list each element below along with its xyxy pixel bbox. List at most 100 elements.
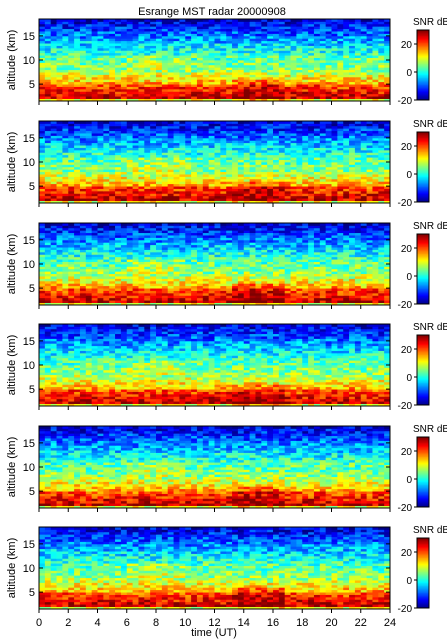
- heatmap-cell: [220, 26, 227, 30]
- heatmap-cell: [319, 84, 327, 87]
- heatmap-cell: [185, 88, 192, 92]
- heatmap-cell: [302, 60, 309, 63]
- heatmap-cell: [85, 93, 93, 97]
- heatmap-cell: [196, 292, 204, 296]
- colorbar-segment: [417, 175, 429, 178]
- heatmap-cell: [337, 193, 344, 197]
- heatmap-cell: [44, 96, 52, 99]
- colorbar-segment: [417, 147, 429, 150]
- heatmap-cell: [161, 38, 169, 42]
- heatmap-cell: [354, 169, 362, 173]
- heatmap-cell: [267, 171, 274, 175]
- heatmap-cell: [325, 174, 332, 177]
- heatmap-cell: [150, 28, 157, 32]
- heatmap-cell: [237, 152, 245, 156]
- heatmap-cell: [50, 64, 57, 68]
- heatmap-cell: [50, 21, 57, 25]
- heatmap-cell: [68, 57, 75, 61]
- heatmap-cell: [56, 178, 63, 182]
- heatmap-cell: [196, 72, 204, 75]
- heatmap-cell: [62, 31, 69, 34]
- heatmap-cell: [232, 67, 239, 71]
- heatmap-cell: [120, 188, 128, 192]
- heatmap-cell: [191, 190, 198, 194]
- heatmap-cell: [343, 297, 350, 301]
- heatmap-cell: [366, 21, 373, 25]
- heatmap-cell: [384, 290, 391, 294]
- heatmap-cell: [79, 149, 87, 153]
- heatmap-cell: [44, 193, 52, 197]
- heatmap-cell: [319, 198, 327, 201]
- heatmap-cell: [278, 26, 286, 30]
- heatmap-cell: [103, 280, 110, 284]
- colorbar-segment: [417, 51, 429, 53]
- heatmap-cell: [290, 183, 297, 187]
- heatmap-cell: [208, 133, 215, 136]
- heatmap-cell: [126, 276, 133, 279]
- heatmap-cell: [296, 76, 303, 80]
- heatmap-cell: [50, 140, 57, 144]
- heatmap-cell: [220, 186, 227, 189]
- heatmap-cell: [337, 302, 344, 306]
- heatmap-cell: [261, 69, 268, 73]
- heatmap-cell: [156, 98, 163, 102]
- heatmap-cell: [79, 297, 87, 301]
- heatmap-cell: [313, 26, 321, 30]
- heatmap-cell: [132, 67, 139, 71]
- heatmap-cell: [132, 72, 139, 75]
- heatmap-cell: [91, 169, 98, 173]
- heatmap-cell: [354, 130, 362, 134]
- heatmap-cell: [284, 45, 291, 49]
- heatmap-cell: [313, 43, 321, 46]
- heatmap-cell: [378, 181, 385, 185]
- heatmap-cell: [384, 149, 391, 153]
- heatmap-cell: [366, 86, 373, 90]
- heatmap-cell: [296, 40, 303, 44]
- colorbar-segment: [417, 172, 429, 175]
- heatmap-cell: [191, 43, 198, 46]
- heatmap-cell: [214, 186, 221, 189]
- heatmap-cell: [144, 166, 151, 170]
- heatmap-cell: [50, 157, 57, 160]
- heatmap-cell: [354, 145, 362, 148]
- heatmap-cell: [296, 169, 303, 173]
- colorbar-label: SNR dB: [413, 119, 447, 130]
- heatmap-cell: [331, 152, 338, 156]
- heatmap-cell: [290, 88, 297, 92]
- heatmap-cell: [354, 302, 362, 306]
- heatmap-cell: [103, 76, 110, 80]
- heatmap-cell: [267, 133, 274, 136]
- heatmap-cell: [196, 152, 204, 156]
- heatmap-cell: [74, 295, 81, 299]
- heatmap-cell: [91, 93, 98, 97]
- heatmap-cell: [349, 55, 356, 58]
- heatmap-cell: [44, 35, 52, 39]
- heatmap-cell: [278, 140, 286, 144]
- heatmap-cell: [56, 149, 63, 153]
- heatmap-cell: [284, 142, 291, 146]
- heatmap-cell: [249, 55, 256, 58]
- heatmap-cell: [74, 200, 81, 204]
- heatmap-cell: [109, 88, 116, 92]
- heatmap-cell: [191, 174, 198, 177]
- heatmap-cell: [74, 55, 81, 58]
- heatmap-cell: [179, 23, 186, 27]
- heatmap-cell: [39, 21, 46, 25]
- heatmap-cell: [191, 28, 198, 32]
- heatmap-cell: [278, 200, 286, 204]
- heatmap-cell: [284, 162, 291, 165]
- heatmap-cell: [319, 297, 327, 301]
- heatmap-cell: [68, 302, 75, 306]
- heatmap-cell: [150, 43, 157, 46]
- heatmap-cell: [296, 26, 303, 30]
- heatmap-cell: [354, 23, 362, 27]
- heatmap-cell: [97, 276, 104, 279]
- heatmap-cell: [267, 193, 274, 197]
- heatmap-cell: [349, 40, 356, 44]
- heatmap-cell: [237, 188, 245, 192]
- heatmap-cell: [249, 125, 256, 129]
- heatmap-cell: [91, 31, 98, 34]
- heatmap-cell: [103, 157, 110, 160]
- heatmap-cell: [354, 67, 362, 71]
- heatmap-cell: [313, 121, 321, 124]
